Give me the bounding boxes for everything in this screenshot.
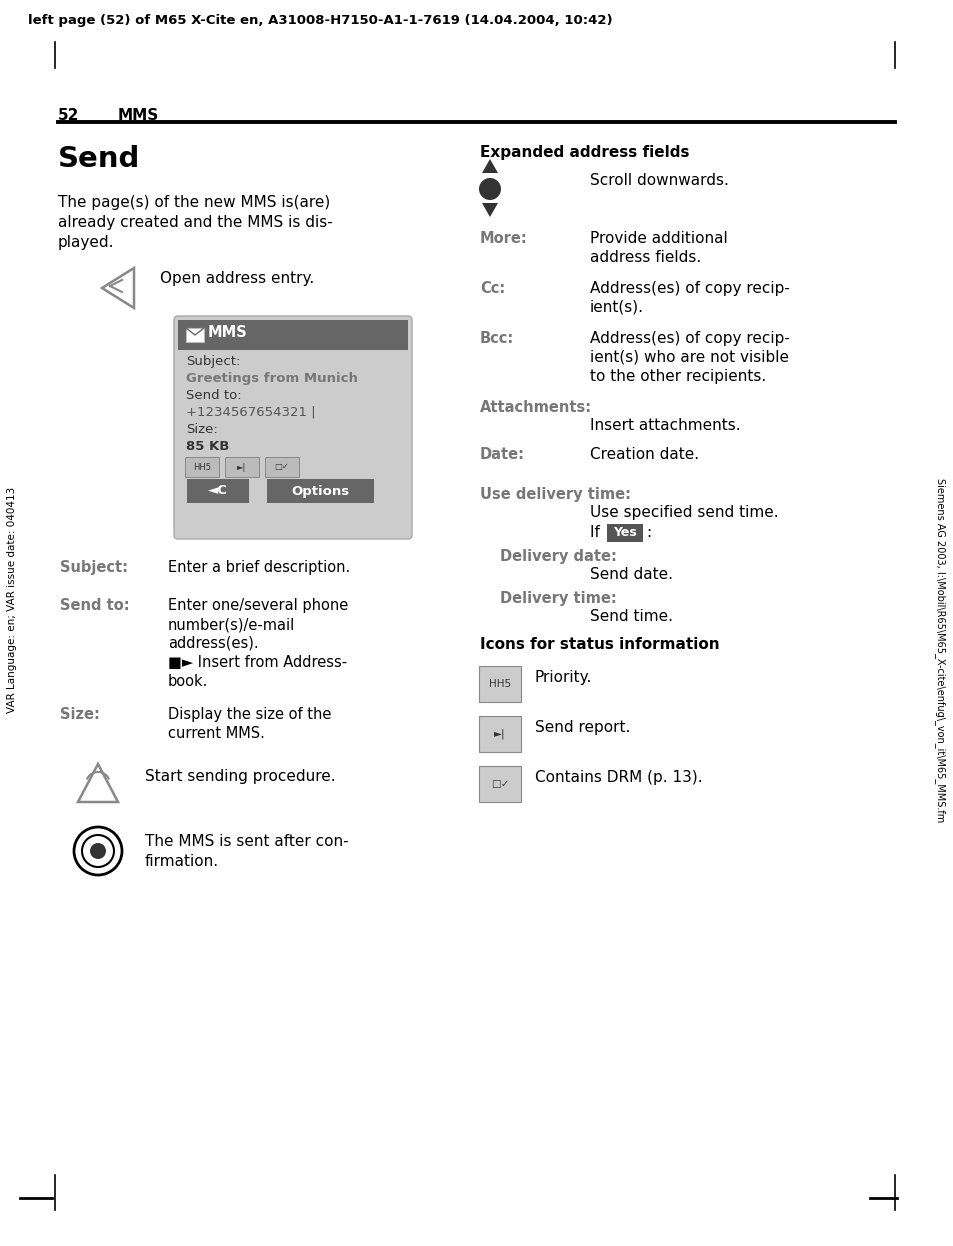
Text: Use delivery time:: Use delivery time: <box>479 487 630 502</box>
Text: Display the size of the: Display the size of the <box>168 706 331 721</box>
Text: Subject:: Subject: <box>60 559 128 574</box>
Bar <box>186 328 204 341</box>
Text: played.: played. <box>58 235 114 250</box>
Text: current MMS.: current MMS. <box>168 726 265 741</box>
Polygon shape <box>481 203 497 217</box>
FancyBboxPatch shape <box>225 457 258 477</box>
Text: Size:: Size: <box>60 706 100 721</box>
Text: book.: book. <box>168 674 208 689</box>
Circle shape <box>90 844 106 858</box>
Bar <box>186 328 204 341</box>
Text: Send: Send <box>58 145 140 173</box>
Text: Cc:: Cc: <box>479 282 505 297</box>
Text: +1234567654321 |: +1234567654321 | <box>186 406 315 419</box>
Text: Priority.: Priority. <box>535 670 592 685</box>
FancyBboxPatch shape <box>265 457 298 477</box>
Text: firmation.: firmation. <box>145 854 219 868</box>
Text: Attachments:: Attachments: <box>479 400 592 415</box>
Text: Send time.: Send time. <box>589 609 672 624</box>
Text: VAR Language: en; VAR issue date: 040413: VAR Language: en; VAR issue date: 040413 <box>7 487 17 713</box>
Text: HH5: HH5 <box>193 462 211 471</box>
Text: ient(s) who are not visible: ient(s) who are not visible <box>589 350 788 365</box>
FancyBboxPatch shape <box>478 766 520 802</box>
Text: Siemens AG 2003, I:\Mobil\R65\M65_X-cite\enfug\_von_it\M65_MMS.fm: Siemens AG 2003, I:\Mobil\R65\M65_X-cite… <box>934 478 944 822</box>
Text: Creation date.: Creation date. <box>589 447 699 462</box>
Text: Use specified send time.: Use specified send time. <box>589 505 778 520</box>
Text: ◄C: ◄C <box>208 485 228 497</box>
Text: The MMS is sent after con-: The MMS is sent after con- <box>145 834 348 849</box>
FancyBboxPatch shape <box>187 478 249 503</box>
Text: Start sending procedure.: Start sending procedure. <box>145 769 335 784</box>
Text: Send report.: Send report. <box>535 720 630 735</box>
Text: address fields.: address fields. <box>589 250 700 265</box>
Text: ►|: ►| <box>237 462 247 471</box>
Text: Open address entry.: Open address entry. <box>160 270 314 287</box>
Text: Address(es) of copy recip-: Address(es) of copy recip- <box>589 282 789 297</box>
Text: Subject:: Subject: <box>186 355 240 368</box>
Text: Options: Options <box>291 485 349 497</box>
Text: to the other recipients.: to the other recipients. <box>589 369 765 384</box>
Text: □✓: □✓ <box>274 462 289 471</box>
Text: :: : <box>645 525 651 540</box>
Text: HH5: HH5 <box>489 679 511 689</box>
FancyBboxPatch shape <box>173 316 412 540</box>
Text: number(s)/e-mail: number(s)/e-mail <box>168 617 294 632</box>
Text: Enter one/several phone: Enter one/several phone <box>168 598 348 613</box>
Text: MMS: MMS <box>208 325 248 340</box>
Text: Delivery date:: Delivery date: <box>499 549 617 564</box>
Text: Yes: Yes <box>613 527 637 540</box>
Polygon shape <box>178 320 408 350</box>
Text: ■► Insert from Address-: ■► Insert from Address- <box>168 655 347 670</box>
Text: address(es).: address(es). <box>168 635 258 650</box>
Text: Icons for status information: Icons for status information <box>479 637 719 652</box>
Text: Send date.: Send date. <box>589 567 672 582</box>
Text: Send to:: Send to: <box>186 389 241 402</box>
FancyBboxPatch shape <box>606 525 642 542</box>
Text: Provide additional: Provide additional <box>589 231 727 245</box>
Text: Enter a brief description.: Enter a brief description. <box>168 559 350 574</box>
Text: ient(s).: ient(s). <box>589 300 643 315</box>
Text: Expanded address fields: Expanded address fields <box>479 145 689 159</box>
Polygon shape <box>481 159 497 173</box>
Text: left page (52) of M65 X-Cite en, A31008-H7150-A1-1-7619 (14.04.2004, 10:42): left page (52) of M65 X-Cite en, A31008-… <box>28 14 612 27</box>
Text: MMS: MMS <box>118 108 159 123</box>
Text: More:: More: <box>479 231 527 245</box>
Text: already created and the MMS is dis-: already created and the MMS is dis- <box>58 216 333 231</box>
Text: 52: 52 <box>58 108 79 123</box>
Text: Delivery time:: Delivery time: <box>499 591 616 606</box>
Text: If: If <box>589 525 604 540</box>
Text: □✓: □✓ <box>490 779 509 789</box>
Text: ►|: ►| <box>494 729 505 739</box>
Text: Size:: Size: <box>186 422 217 436</box>
Text: Insert attachments.: Insert attachments. <box>589 417 740 434</box>
Text: Greetings from Munich: Greetings from Munich <box>186 373 357 385</box>
FancyBboxPatch shape <box>267 478 374 503</box>
Circle shape <box>478 178 500 201</box>
Text: Send to:: Send to: <box>60 598 130 613</box>
FancyBboxPatch shape <box>478 716 520 753</box>
Text: Bcc:: Bcc: <box>479 331 514 346</box>
FancyBboxPatch shape <box>478 667 520 701</box>
FancyBboxPatch shape <box>185 457 219 477</box>
Text: Address(es) of copy recip-: Address(es) of copy recip- <box>589 331 789 346</box>
Text: The page(s) of the new MMS is(are): The page(s) of the new MMS is(are) <box>58 196 330 211</box>
Text: Contains DRM (p. 13).: Contains DRM (p. 13). <box>535 770 702 785</box>
Text: Date:: Date: <box>479 447 524 462</box>
Text: 85 KB: 85 KB <box>186 440 229 454</box>
Text: Scroll downwards.: Scroll downwards. <box>589 173 728 188</box>
